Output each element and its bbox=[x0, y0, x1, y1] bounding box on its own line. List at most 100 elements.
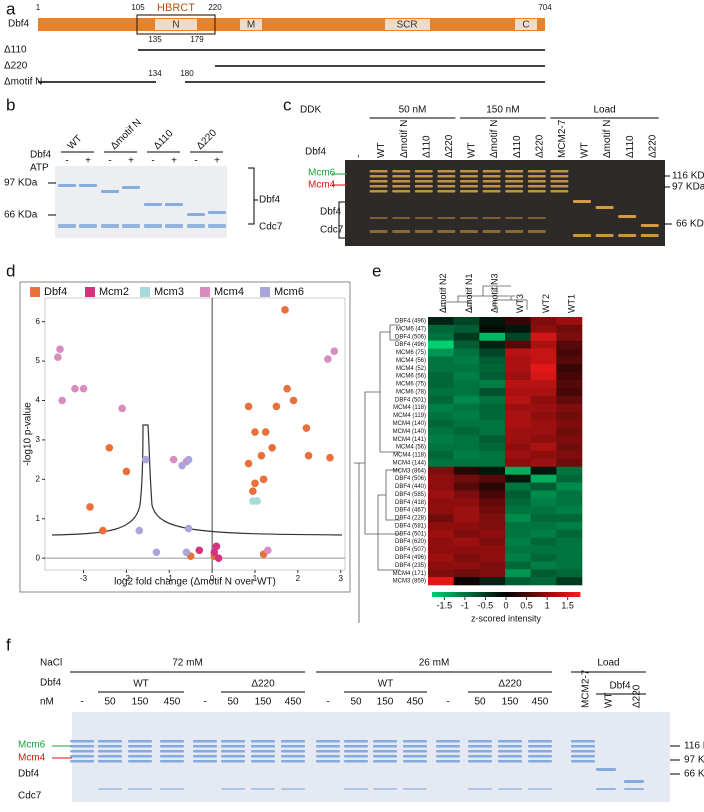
point bbox=[272, 402, 281, 411]
heatmap-cell bbox=[479, 529, 506, 539]
heatmap-cell bbox=[453, 348, 480, 357]
colorbar-step bbox=[560, 592, 564, 597]
heatmap-cell bbox=[453, 435, 480, 444]
band-label: Dbf4 bbox=[259, 195, 281, 206]
gel-band bbox=[482, 190, 501, 193]
colorbar-step bbox=[461, 592, 465, 597]
gel-band bbox=[221, 788, 245, 790]
row-label: MCM6 (75) bbox=[396, 382, 426, 388]
heatmap-cell bbox=[479, 332, 506, 341]
subgroup-label: WT bbox=[378, 679, 394, 690]
lane-label: 150 bbox=[377, 697, 394, 708]
heatmap-cell bbox=[556, 537, 583, 546]
heatmap-cell bbox=[428, 474, 454, 483]
colorbar-step bbox=[449, 592, 453, 597]
marker-label: 97 KDa bbox=[672, 182, 704, 193]
heatmap-cell bbox=[556, 514, 583, 523]
lane-label: - bbox=[80, 697, 83, 708]
row-label: MCM6 (56) bbox=[396, 374, 426, 380]
point bbox=[259, 475, 268, 484]
gel-band bbox=[221, 740, 245, 743]
gel-band bbox=[482, 185, 501, 188]
legend-label: Mcm6 bbox=[274, 286, 304, 298]
heatmap-cell bbox=[530, 317, 557, 326]
row-label: MCM4 (119) bbox=[393, 413, 426, 419]
gel-band bbox=[251, 788, 275, 790]
heatmap-cell bbox=[428, 514, 454, 523]
heatmap-cell bbox=[505, 498, 531, 507]
heatmap-cell bbox=[530, 387, 557, 397]
gel-band bbox=[482, 175, 501, 178]
gel-band bbox=[128, 750, 152, 753]
gel-band bbox=[281, 755, 305, 758]
gel-band bbox=[70, 740, 94, 743]
gel-band bbox=[160, 745, 184, 748]
point bbox=[184, 455, 193, 464]
colorbar-step bbox=[434, 592, 438, 597]
point bbox=[249, 487, 257, 495]
row-label: Dbf4 bbox=[40, 678, 62, 689]
lane-label: 450 bbox=[532, 697, 549, 708]
gel-band bbox=[505, 175, 524, 178]
band-label: Dbf4 bbox=[18, 769, 40, 780]
heatmap-cell bbox=[428, 411, 454, 420]
heatmap-cell bbox=[556, 411, 583, 420]
heatmap-cell bbox=[428, 387, 454, 397]
point bbox=[86, 503, 94, 511]
gel-band bbox=[193, 745, 217, 748]
lane-label: 50 bbox=[474, 697, 486, 708]
heatmap-cell bbox=[428, 458, 454, 468]
gel-band bbox=[369, 230, 388, 233]
gel-band bbox=[128, 760, 152, 763]
point bbox=[264, 546, 272, 555]
gel-band bbox=[527, 217, 546, 219]
colorbar-step bbox=[503, 592, 507, 597]
row-label: DBF4 (507) bbox=[395, 547, 426, 553]
gel-band bbox=[58, 224, 76, 228]
gel-band bbox=[528, 788, 552, 790]
legend-label: Mcm2 bbox=[99, 286, 129, 298]
gel-band bbox=[122, 224, 140, 228]
group-label: Load bbox=[597, 658, 619, 669]
lane-label: Δmotif N3 bbox=[490, 273, 500, 313]
residue-label: 179 bbox=[190, 35, 204, 44]
heatmap-cell bbox=[453, 427, 480, 436]
lane-label: 150 bbox=[502, 697, 519, 708]
gel-band bbox=[595, 206, 614, 209]
heatmap-cell bbox=[556, 577, 583, 586]
gel-band bbox=[70, 760, 94, 763]
gel-band bbox=[251, 750, 275, 753]
gel-band bbox=[144, 203, 162, 206]
heatmap-cell bbox=[428, 348, 454, 357]
heatmap-cell bbox=[479, 451, 506, 460]
lane-label: 50 bbox=[227, 697, 239, 708]
colorbar-step bbox=[486, 592, 490, 597]
heatmap-cell bbox=[453, 521, 480, 531]
x-tick-label: -2 bbox=[123, 574, 131, 583]
lane-label: - bbox=[354, 155, 365, 158]
colorbar-step bbox=[488, 592, 492, 597]
gel-band bbox=[344, 745, 368, 748]
heatmap-cell bbox=[479, 419, 506, 428]
gel-band bbox=[437, 190, 456, 193]
gel-band bbox=[505, 170, 524, 173]
domain-label: N bbox=[172, 20, 179, 31]
gel-band bbox=[98, 750, 122, 753]
heatmap-cell bbox=[453, 372, 480, 381]
gel-band bbox=[482, 180, 501, 183]
heatmap-cell bbox=[453, 474, 480, 483]
colorbar-step bbox=[523, 592, 527, 597]
colorbar-step bbox=[547, 592, 551, 597]
gel-band bbox=[251, 755, 275, 758]
heatmap-cell bbox=[556, 332, 583, 341]
heatmap-cell bbox=[556, 529, 583, 539]
gel-band bbox=[165, 224, 183, 228]
gel-band bbox=[373, 788, 397, 790]
point bbox=[261, 428, 270, 436]
row-label: MCM4 (140) bbox=[393, 421, 426, 427]
colorbar-step bbox=[508, 592, 512, 597]
gel-band bbox=[98, 788, 122, 790]
heatmap-cell bbox=[479, 466, 506, 475]
gel-band bbox=[550, 190, 569, 193]
point bbox=[253, 497, 261, 505]
